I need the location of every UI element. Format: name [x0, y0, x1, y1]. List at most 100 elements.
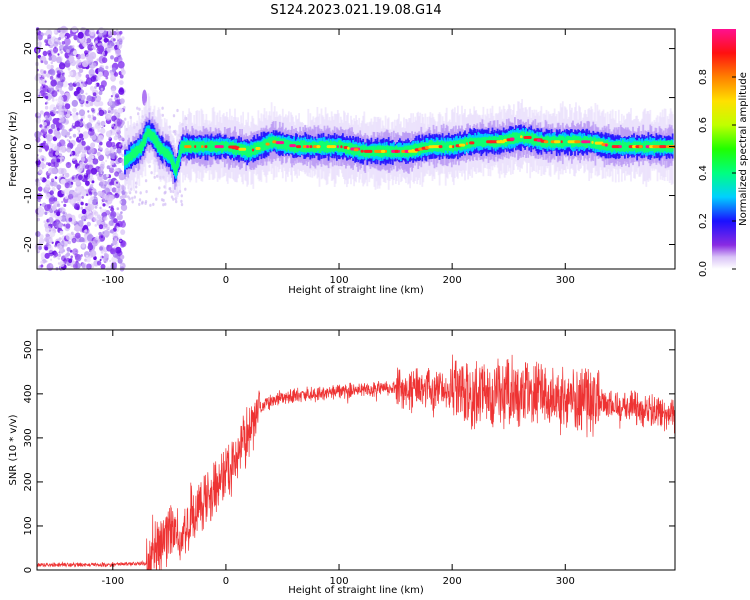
spectrogram-ridge-cell: [210, 140, 213, 152]
spectrogram-ridge-cell: [144, 132, 147, 145]
spectrogram-ridge-cell: [182, 142, 184, 151]
spectrogram-noise-speckle: [86, 257, 91, 263]
spectrogram-noise-speckle: [110, 123, 114, 127]
spectrogram-noise-speckle: [108, 220, 114, 227]
spectrogram-noise-speckle: [54, 38, 58, 42]
spectrogram-noise-speckle: [54, 129, 57, 132]
spectrogram-noise-speckle: [103, 216, 108, 221]
spectrogram-ridge-cell: [156, 137, 159, 150]
spectrogram-noise-speckle: [115, 212, 120, 217]
spectrogram-ridge-cell: [269, 138, 272, 147]
spectrogram-noise-speckle: [50, 123, 56, 130]
spectrogram-noise-speckle: [74, 81, 77, 84]
spectrogram-noise-speckle: [52, 47, 59, 53]
spectrogram-ridge-cell: [479, 138, 482, 146]
spectrogram-noise-speckle: [50, 79, 57, 87]
spectrogram-noise-speckle: [93, 47, 96, 50]
spectrogram-noise-speckle: [59, 240, 65, 247]
spectrogram-noise-speckle: [90, 142, 96, 148]
spectrogram-ridge-cell: [300, 140, 302, 152]
spectrogram-ridge-cell: [222, 141, 225, 151]
spectrogram-noise-speckle: [86, 193, 89, 196]
spectrogram-ridge-cell: [322, 141, 325, 152]
spectrogram-noise-speckle: [59, 48, 62, 52]
spectrogram-noise-speckle: [91, 155, 95, 160]
spectrogram-ridge-cell: [167, 151, 170, 160]
spectrogram-noise-speckle: [63, 223, 66, 227]
spectrogram-ridge-peak: [574, 140, 581, 144]
spectrogram-noise-speckle: [78, 109, 86, 117]
spectrogram-noise-speckle: [65, 233, 73, 241]
spectrogram-ridge-cell: [532, 135, 535, 145]
spectrogram-noise-speckle: [56, 203, 61, 208]
spectrogram-noise-speckle: [102, 231, 105, 234]
spectrogram-ridge-cell: [253, 142, 256, 155]
spectrogram-noise-speckle: [67, 110, 71, 115]
spectrogram-ridge-cell: [261, 141, 264, 151]
snr-x-tick-label: 300: [556, 576, 575, 587]
spectrogram-noise-speckle: [114, 171, 120, 177]
spectrogram-noise-speckle: [71, 44, 75, 49]
spectrogram-ridge-cell: [166, 148, 169, 160]
spectrogram-haze-speckle: [180, 199, 183, 203]
spectrogram-ridge-cell: [518, 133, 520, 142]
spectrogram-ridge-cell: [157, 141, 160, 153]
spectrogram-ridge-peak: [363, 149, 373, 153]
spectrogram-noise-speckle: [56, 110, 59, 114]
spectrogram-ridge-cell: [301, 140, 303, 152]
spectrogram-ridge-cell: [624, 141, 626, 152]
spectrogram-noise-speckle: [38, 238, 45, 245]
spectrogram-noise-speckle: [101, 57, 108, 64]
spectrogram-ridge-cell: [175, 165, 177, 176]
spectrogram-ridge-cell: [212, 142, 215, 151]
spectrogram-noise-speckle: [58, 237, 62, 241]
spectrogram-ridge-cell: [133, 148, 136, 159]
spectrogram-noise-speckle: [63, 44, 70, 51]
spectrogram-ridge-cell: [178, 154, 180, 163]
spectrogram-noise-speckle: [110, 229, 114, 234]
spectrogram-ridge-cell: [620, 143, 623, 152]
spectrogram-noise-speckle: [58, 223, 63, 229]
spectrogram-noise-speckle: [50, 55, 57, 62]
spectrogram-noise-speckle: [68, 85, 74, 91]
spectrogram-haze-speckle: [155, 197, 158, 201]
spectrogram-noise-speckle: [100, 120, 106, 127]
spectrogram-haze-speckle: [162, 203, 165, 207]
spectrogram-noise-speckle: [118, 191, 121, 195]
spectrogram-noise-speckle: [76, 59, 82, 66]
spectrogram-ridge-cell: [203, 142, 206, 151]
spectrogram-noise-speckle: [69, 71, 74, 76]
snr-x-tick-label: -100: [101, 576, 124, 587]
spectrogram-haze-speckle: [145, 190, 148, 194]
spectrogram-noise-speckle: [91, 62, 97, 68]
spectrogram-noise-speckle: [51, 205, 57, 211]
spectrogram-noise-speckle: [117, 39, 119, 42]
spectrogram-noise-speckle: [88, 68, 95, 76]
spectrogram-noise-speckle: [40, 125, 45, 131]
spectrogram-noise-speckle: [81, 262, 87, 269]
spectrogram-ridge-cell: [610, 141, 613, 153]
spectrogram-haze-speckle: [136, 106, 139, 110]
spectrogram-ridge-peak: [503, 138, 508, 142]
spectrogram-noise-speckle: [79, 161, 84, 167]
spectrogram-noise-speckle: [87, 128, 95, 136]
spectrogram-ridge-cell: [164, 148, 167, 158]
spectrogram-noise-speckle: [60, 168, 67, 175]
spectrogram-ridge-peak: [306, 145, 309, 149]
spectrogram-haze-speckle: [160, 198, 164, 202]
snr-y-tick-label: 200: [23, 472, 34, 491]
spectrogram-noise-speckle: [116, 148, 122, 154]
spectrogram-noise-speckle: [48, 129, 52, 133]
spectrogram-ridge-cell: [149, 129, 152, 140]
spectrogram-noise-speckle: [86, 122, 93, 129]
spectrogram-ridge-cell: [225, 142, 228, 151]
spectrogram-ridge-peak: [265, 142, 270, 146]
spectrogram-ridge-peak: [255, 147, 261, 150]
spectrogram-noise-speckle: [57, 89, 60, 92]
spectrogram-noise-speckle: [65, 223, 71, 229]
spectrogram-noise-speckle: [98, 154, 105, 162]
spectrogram-ridge-cell: [169, 154, 172, 163]
spectrogram-haze-speckle: [169, 187, 172, 191]
spectrogram-haze-speckle: [122, 172, 125, 176]
spectrogram-ridge-peak: [489, 140, 493, 144]
